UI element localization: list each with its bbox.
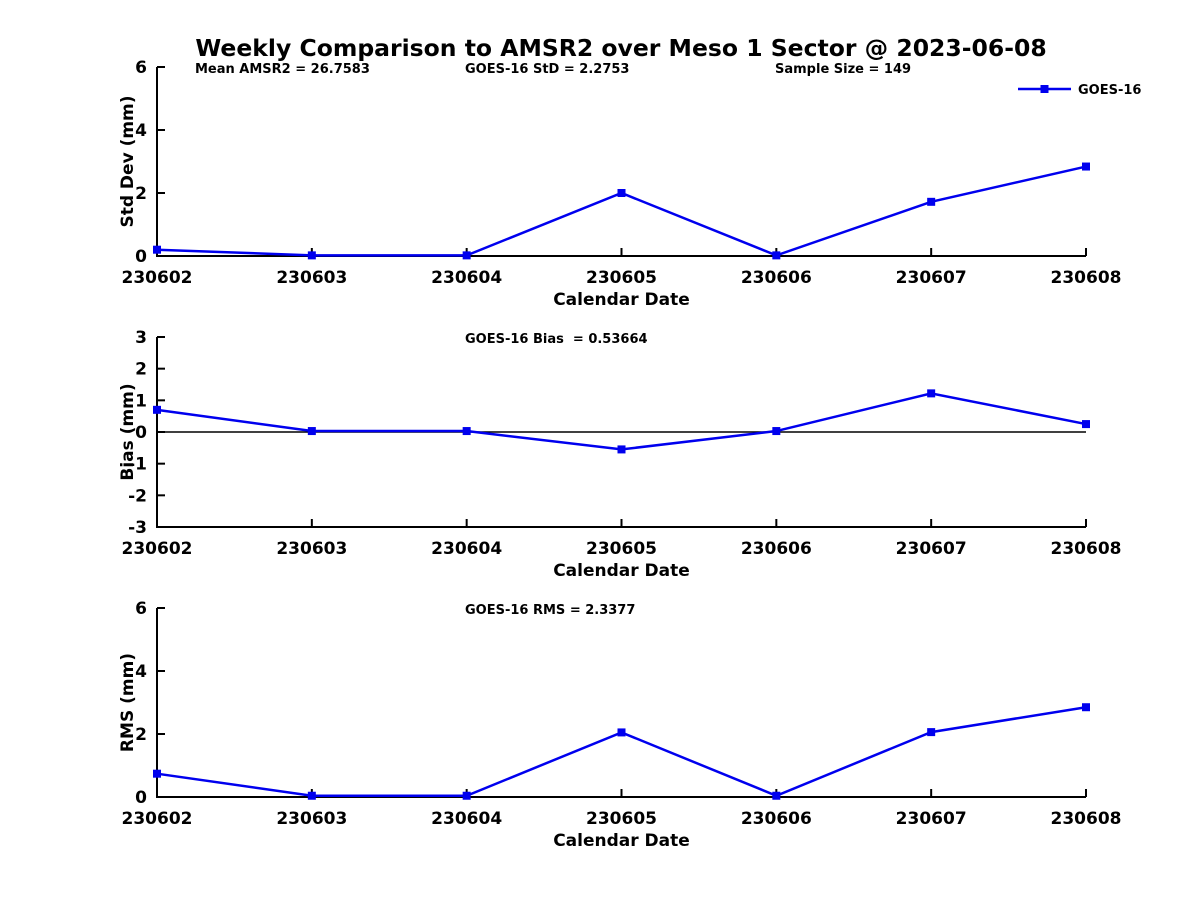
x-tick-label: 230605 bbox=[586, 268, 657, 288]
x-tick-label: 230606 bbox=[741, 539, 812, 559]
y-axis-label-rms: RMS (mm) bbox=[118, 653, 138, 752]
y-tick-label: 4 bbox=[135, 662, 147, 682]
y-tick-label: 1 bbox=[135, 391, 147, 411]
y-tick-label: -3 bbox=[128, 518, 147, 538]
data-point-marker bbox=[462, 251, 471, 260]
x-tick-label: 230607 bbox=[896, 809, 967, 829]
x-axis-label-calendar-date: Calendar Date bbox=[553, 290, 690, 310]
x-tick-label: 230603 bbox=[276, 539, 347, 559]
x-tick-label: 230602 bbox=[122, 809, 193, 829]
x-tick-label: 230608 bbox=[1051, 539, 1122, 559]
y-tick-label: 0 bbox=[135, 247, 147, 267]
data-point-marker bbox=[772, 791, 781, 800]
x-tick-label: 230607 bbox=[896, 268, 967, 288]
x-tick-label: 230606 bbox=[741, 809, 812, 829]
data-point-marker bbox=[772, 427, 781, 436]
data-point-marker bbox=[307, 427, 316, 436]
y-axis-label-bias: Bias (mm) bbox=[118, 383, 138, 480]
x-tick-label: 230608 bbox=[1051, 268, 1122, 288]
x-tick-label: 230602 bbox=[122, 539, 193, 559]
data-point-marker bbox=[1082, 162, 1090, 171]
subplot-bias: GOES-16 Bias = 0.53664 Bias (mm) Calenda… bbox=[118, 332, 690, 581]
data-point-marker bbox=[927, 389, 936, 398]
annotation-goes16-rms: GOES-16 RMS = 2.3377 bbox=[465, 603, 635, 618]
annotation-goes16-std: GOES-16 StD = 2.2753 bbox=[465, 62, 629, 77]
data-point-marker bbox=[617, 189, 626, 197]
data-point-marker bbox=[1082, 420, 1090, 429]
data-point-marker bbox=[617, 728, 626, 737]
x-tick-label: 230605 bbox=[586, 539, 657, 559]
y-tick-label: 3 bbox=[135, 328, 147, 348]
x-tick-label: 230602 bbox=[122, 268, 193, 288]
y-tick-label: 2 bbox=[135, 184, 147, 204]
data-point-marker bbox=[153, 769, 161, 778]
y-tick-label: 4 bbox=[135, 121, 147, 141]
data-point-marker bbox=[1082, 703, 1090, 712]
data-line-rms bbox=[156, 705, 1087, 798]
data-line-std-dev bbox=[156, 165, 1087, 257]
x-tick-label: 230603 bbox=[276, 809, 347, 829]
x-tick-label: 230603 bbox=[276, 268, 347, 288]
legend: GOES-16 bbox=[1018, 83, 1141, 98]
axis-spines bbox=[156, 608, 1086, 798]
x-tick-label: 230604 bbox=[431, 539, 502, 559]
data-point-marker bbox=[153, 405, 161, 414]
data-point-marker bbox=[772, 251, 781, 260]
x-tick-label: 230607 bbox=[896, 539, 967, 559]
data-point-marker bbox=[307, 791, 316, 800]
subplot-axes-rms: 0 2 4 6 230602 230603 230604 230605 230606 230607… bbox=[122, 599, 1122, 829]
data-point-marker bbox=[617, 445, 626, 454]
x-tick-label: 230605 bbox=[586, 809, 657, 829]
x-tick-label: 230608 bbox=[1051, 809, 1122, 829]
y-tick-label: -2 bbox=[128, 486, 147, 506]
data-line-bias bbox=[156, 392, 1087, 451]
data-point-marker bbox=[462, 427, 471, 436]
legend-marker-icon bbox=[1040, 85, 1049, 93]
x-tick-label: 230604 bbox=[431, 268, 502, 288]
x-tick-label: 230606 bbox=[741, 268, 812, 288]
subplot-axes-std-dev: 0 2 4 6 230602 230603 230604 230605 230606 230607… bbox=[122, 58, 1122, 288]
y-tick-label: -1 bbox=[128, 455, 147, 475]
y-tick-label: 2 bbox=[135, 725, 147, 745]
figure-title: Weekly Comparison to AMSR2 over Meso 1 S… bbox=[195, 34, 1046, 62]
data-point-marker bbox=[307, 251, 316, 260]
data-point-marker bbox=[462, 791, 471, 800]
y-tick-label: 2 bbox=[135, 360, 147, 380]
y-axis-label-std-dev: Std Dev (mm) bbox=[118, 95, 138, 227]
x-axis-label-calendar-date: Calendar Date bbox=[553, 831, 690, 851]
data-point-marker bbox=[153, 245, 161, 254]
x-axis-label-calendar-date: Calendar Date bbox=[553, 561, 690, 581]
annotation-mean-amsr2: Mean AMSR2 = 26.7583 bbox=[195, 62, 370, 77]
y-tick-label: 6 bbox=[135, 599, 147, 619]
y-tick-label: 0 bbox=[135, 788, 147, 808]
data-point-marker bbox=[927, 728, 936, 737]
data-point-marker bbox=[927, 197, 936, 206]
subplot-rms: GOES-16 RMS = 2.3377 RMS (mm) Calendar D… bbox=[118, 603, 690, 851]
y-tick-label: 0 bbox=[135, 423, 147, 443]
annotation-sample-size: Sample Size = 149 bbox=[775, 62, 911, 77]
subplot-std-dev: Mean AMSR2 = 26.7583 GOES-16 StD = 2.275… bbox=[118, 62, 1141, 310]
axis-spines bbox=[156, 67, 1086, 257]
subplot-axes-bias: -3 -2 -1 0 1 2 3 230602 230603 230604 230605 230606… bbox=[122, 328, 1122, 559]
annotation-goes16-bias: GOES-16 Bias = 0.53664 bbox=[465, 332, 648, 347]
y-tick-label: 6 bbox=[135, 58, 147, 78]
legend-label: GOES-16 bbox=[1078, 83, 1141, 98]
x-tick-label: 230604 bbox=[431, 809, 502, 829]
